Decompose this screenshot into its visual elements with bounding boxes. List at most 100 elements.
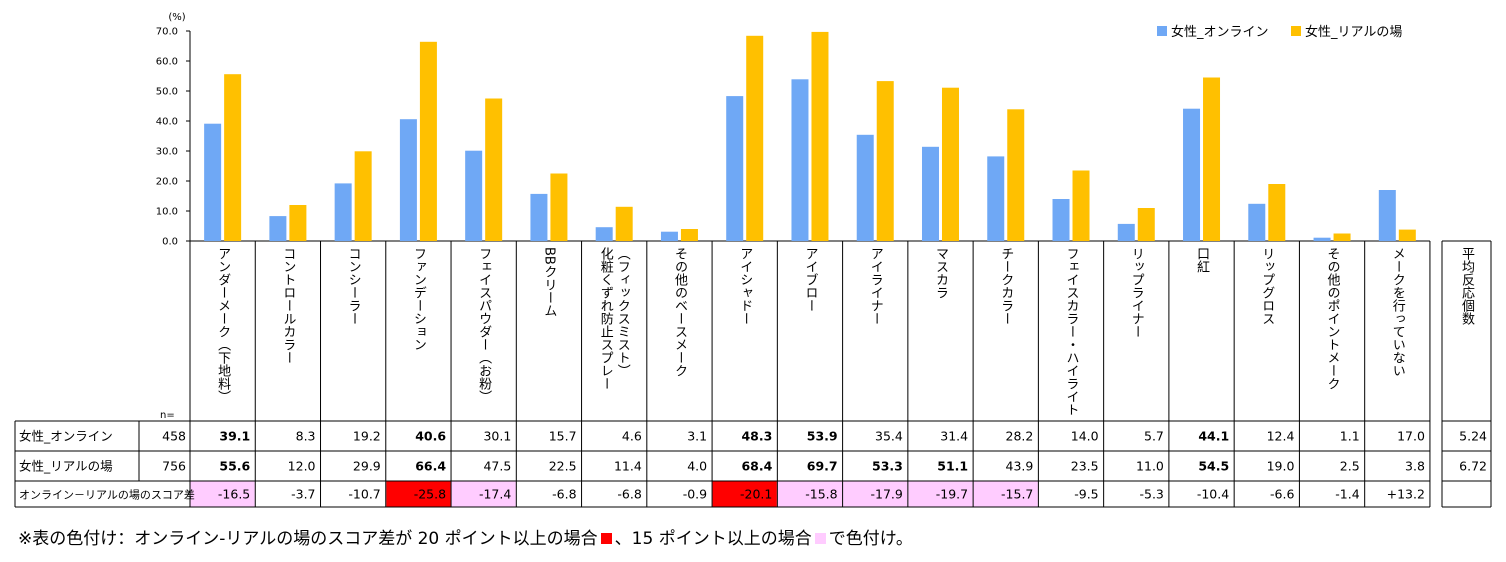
category-label: （フィックスミスト）	[615, 247, 631, 377]
table-cell: 53.3	[872, 459, 903, 474]
table-cell: 29.9	[353, 459, 381, 474]
table-cell: 48.3	[741, 429, 772, 444]
avg-column-label: 平均反応個数	[1459, 247, 1475, 325]
table-cell: 23.5	[1071, 459, 1099, 474]
bar-real	[1398, 229, 1416, 241]
category-label: BBクリーム	[541, 247, 556, 317]
table-cell: 2.5	[1340, 459, 1360, 474]
category-label: 口紅	[1194, 247, 1210, 273]
avg-cell: 5.24	[1459, 429, 1487, 444]
category-label: コンシーラー	[346, 247, 361, 325]
table-cell: -25.8	[414, 487, 446, 502]
table-cell: -20.1	[740, 487, 772, 502]
bar-real	[1007, 109, 1025, 241]
table-cell: -5.3	[1140, 487, 1164, 502]
table-cell: 19.2	[353, 429, 381, 444]
category-label: その他のポイントメーク	[1325, 247, 1341, 390]
bar-online	[530, 193, 548, 241]
table-cell: 4.6	[622, 429, 642, 444]
table-cell: -6.6	[1270, 487, 1294, 502]
category-label: アイシャドー	[737, 247, 752, 325]
row-label: 女性_オンライン	[19, 429, 113, 444]
table-cell: 51.1	[937, 459, 968, 474]
legend-swatch-online	[1157, 26, 1167, 36]
table-cell: 66.4	[415, 459, 446, 474]
table-cell: 68.4	[741, 459, 772, 474]
table-cell: 55.6	[219, 459, 250, 474]
table-cell: 12.0	[288, 459, 316, 474]
table-cell: 53.9	[807, 429, 838, 444]
bar-real	[550, 173, 568, 241]
table-cell: 69.7	[807, 459, 838, 474]
diff-highlight-pink	[908, 481, 973, 507]
bar-online	[660, 231, 678, 241]
legend-label-real: 女性_リアルの場	[1305, 24, 1402, 40]
bar-real	[811, 31, 829, 242]
n-label: n=	[160, 410, 175, 421]
bar-real	[354, 151, 372, 241]
diff-highlight-red	[386, 481, 451, 507]
y-tick-label: 20.0	[156, 177, 178, 188]
bar-online	[1313, 237, 1331, 241]
bar-online	[1183, 108, 1201, 241]
y-tick-label: 60.0	[156, 57, 178, 68]
y-tick-label: 50.0	[156, 87, 178, 98]
table-cell: 31.4	[940, 429, 968, 444]
legend-label-online: 女性_オンライン	[1171, 24, 1269, 40]
bar-real	[1268, 184, 1286, 241]
category-label: リップグロス	[1259, 247, 1275, 325]
table-cell: 12.4	[1267, 429, 1295, 444]
category-label: アイブロー	[802, 247, 817, 312]
bar-online	[921, 146, 939, 241]
bar-online	[791, 79, 809, 241]
diff-highlight-pink	[843, 481, 908, 507]
table-cell: 39.1	[219, 429, 250, 444]
y-tick-label: 0.0	[162, 237, 178, 248]
table-cell: 15.7	[549, 429, 577, 444]
table-cell: 14.0	[1071, 429, 1099, 444]
table-cell: -19.7	[936, 487, 968, 502]
chart: 0.0 10.0 20.0 30.0 40.0 50.0 60.0 70.0 (%) 女性_オンラ…	[14, 12, 1492, 508]
category-label: フェイスカラー・ハイライト	[1064, 247, 1079, 416]
table-cell: -9.5	[1074, 487, 1098, 502]
table-cell: 40.6	[415, 429, 446, 444]
bar-real	[1203, 77, 1221, 241]
bar-real	[1137, 208, 1155, 241]
y-tick-label: 70.0	[156, 27, 178, 38]
row-label: 女性_リアルの場	[19, 459, 113, 474]
table-cell: 17.0	[1397, 429, 1425, 444]
table-cell: 43.9	[1006, 459, 1034, 474]
bar-real	[941, 87, 959, 241]
bar-real	[680, 229, 698, 241]
footnote-text-1: ※表の色付け：オンライン-リアルの場のスコア差が 20 ポイント以上の場合	[18, 529, 598, 549]
table-cell: -10.7	[348, 487, 380, 502]
category-label: フェイスパウダー（お粉）	[476, 247, 492, 403]
diff-highlight-pink	[451, 481, 516, 507]
category-label: メークを行っていない	[1390, 247, 1406, 377]
category-label: アンダーメーク（下地料）	[215, 247, 231, 403]
category-label: マスカラ	[933, 247, 948, 299]
category-label: コントロールカラー	[280, 247, 295, 364]
table-cell: 1.1	[1340, 429, 1360, 444]
row-label: オンライン－リアルの場のスコア差	[19, 488, 195, 502]
bar-real	[1072, 170, 1090, 241]
table-cell: 11.0	[1136, 459, 1164, 474]
bar-real	[224, 74, 242, 241]
bar-real	[876, 81, 894, 241]
diff-highlight-pink	[777, 481, 843, 507]
table-cell: +13.2	[1387, 487, 1425, 502]
table-cell: 3.1	[687, 429, 707, 444]
table-cell: -6.8	[552, 487, 576, 502]
table-cell: 30.1	[483, 429, 511, 444]
legend-swatch-real	[1291, 26, 1301, 36]
y-tick-label: 10.0	[156, 207, 178, 218]
pink-swatch	[814, 532, 826, 544]
bar-real	[485, 98, 503, 241]
table-cell: 5.7	[1144, 429, 1164, 444]
table-cell: -1.4	[1335, 487, 1359, 502]
table-cell: 3.8	[1405, 459, 1425, 474]
table-cell: 47.5	[483, 459, 511, 474]
table-cell: -15.7	[1001, 487, 1033, 502]
bar-online	[1248, 203, 1266, 241]
bar-online	[269, 216, 287, 241]
